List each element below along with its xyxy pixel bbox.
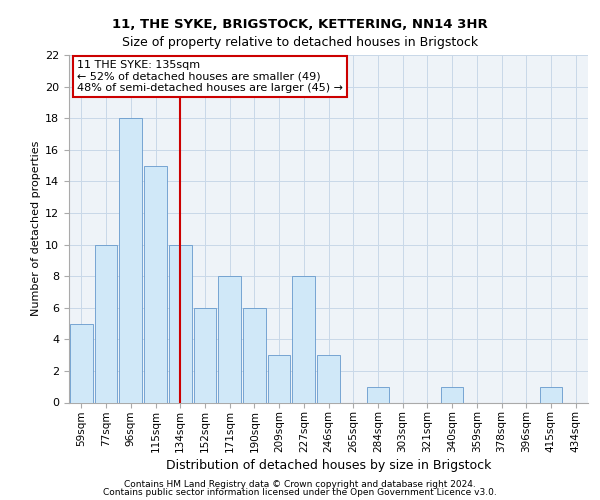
Bar — [119, 118, 142, 403]
Text: Contains HM Land Registry data © Crown copyright and database right 2024.: Contains HM Land Registry data © Crown c… — [124, 480, 476, 489]
Bar — [292, 276, 315, 402]
Bar — [367, 386, 389, 402]
X-axis label: Distribution of detached houses by size in Brigstock: Distribution of detached houses by size … — [166, 459, 491, 472]
Bar — [95, 244, 118, 402]
Bar — [317, 355, 340, 403]
Bar — [144, 166, 167, 402]
Bar — [268, 355, 290, 403]
Bar — [218, 276, 241, 402]
Bar — [70, 324, 93, 402]
Bar — [539, 386, 562, 402]
Bar — [194, 308, 216, 402]
Text: 11 THE SYKE: 135sqm
← 52% of detached houses are smaller (49)
48% of semi-detach: 11 THE SYKE: 135sqm ← 52% of detached ho… — [77, 60, 343, 94]
Text: 11, THE SYKE, BRIGSTOCK, KETTERING, NN14 3HR: 11, THE SYKE, BRIGSTOCK, KETTERING, NN14… — [112, 18, 488, 30]
Bar — [441, 386, 463, 402]
Y-axis label: Number of detached properties: Number of detached properties — [31, 141, 41, 316]
Text: Size of property relative to detached houses in Brigstock: Size of property relative to detached ho… — [122, 36, 478, 49]
Bar — [169, 244, 191, 402]
Bar — [243, 308, 266, 402]
Text: Contains public sector information licensed under the Open Government Licence v3: Contains public sector information licen… — [103, 488, 497, 497]
